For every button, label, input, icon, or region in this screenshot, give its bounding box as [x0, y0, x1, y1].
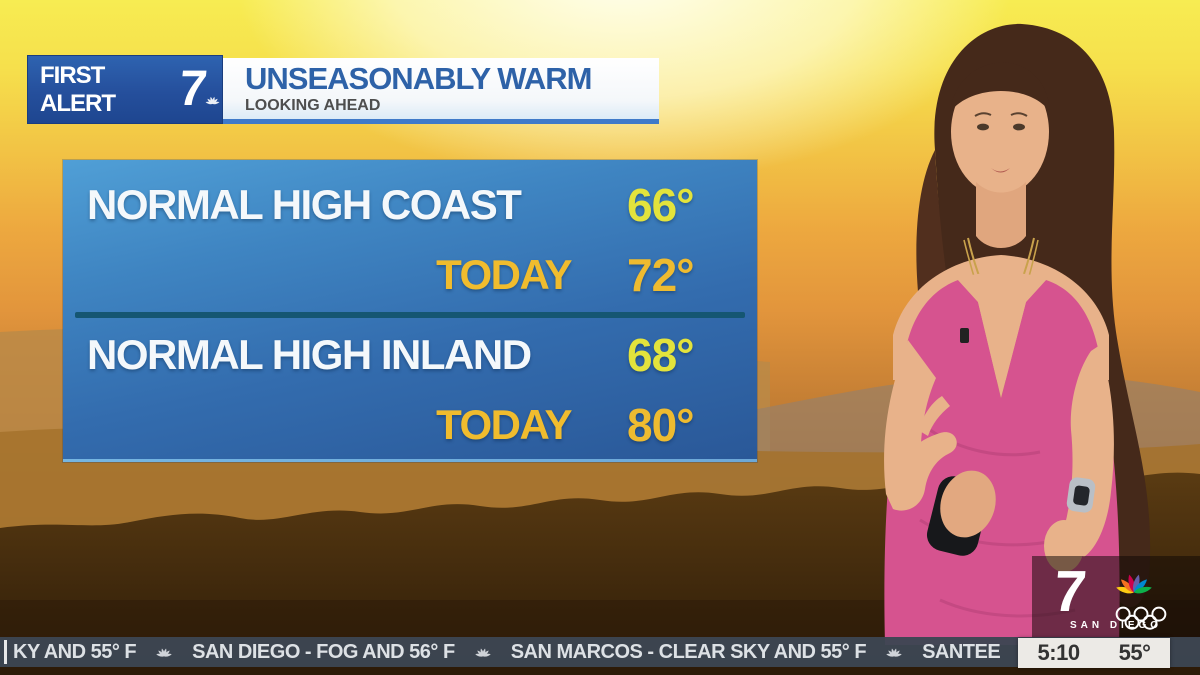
ticker-item: SANTEE	[922, 640, 1001, 663]
row-value: 80°	[627, 399, 695, 451]
row-label: NORMAL HIGH COAST	[87, 181, 522, 228]
olympic-rings-icon	[1115, 606, 1167, 630]
station-channel-number: 7	[1051, 559, 1090, 624]
station-city-label: SAN DIEGO	[1069, 620, 1163, 631]
first-alert-badge: FIRST ALERT 7	[27, 55, 223, 124]
ticker-cursor	[4, 640, 7, 664]
nbc-peacock-icon	[156, 648, 173, 658]
headline-title: UNSEASONABLY WARM	[245, 61, 592, 96]
headline-subtitle: LOOKING AHEAD	[245, 97, 381, 114]
temperature-panel: NORMAL HIGH COAST 66° TODAY 72° NORMAL H…	[63, 160, 757, 462]
row-label: NORMAL HIGH INLAND	[87, 331, 532, 378]
first-alert-label: FIRST ALERT	[40, 61, 116, 117]
nbc-peacock-icon	[474, 648, 491, 658]
ticker-item: SAN MARCOS - CLEAR SKY AND 55° F	[510, 640, 867, 663]
current-time: 5:10	[1037, 640, 1081, 665]
row-label: TODAY	[436, 251, 572, 298]
nbc-peacock-icon	[886, 648, 903, 658]
station-bug: 7 SAN DIEGO	[1032, 556, 1200, 638]
panel-row-today-inland: TODAY 80°	[63, 390, 757, 460]
first-alert-channel-number: 7	[176, 59, 210, 116]
current-temp: 55°	[1118, 640, 1151, 665]
row-value: 68°	[627, 329, 695, 381]
nbc-peacock-color-icon	[1116, 574, 1152, 594]
panel-row-normal-coast: NORMAL HIGH COAST 66°	[63, 170, 757, 240]
panel-divider	[75, 312, 745, 318]
row-value: 72°	[627, 249, 695, 301]
row-label: TODAY	[436, 401, 572, 448]
row-value: 66°	[627, 179, 695, 231]
headline-banner: UNSEASONABLY WARM LOOKING AHEAD	[223, 58, 659, 124]
time-temp-box: 5:10 55°	[1018, 638, 1170, 668]
panel-row-today-coast: TODAY 72°	[63, 240, 757, 310]
panel-row-normal-inland: NORMAL HIGH INLAND 68°	[63, 320, 757, 390]
ticker-item: KY AND 55° F	[13, 640, 137, 663]
weather-ticker: KY AND 55° F SAN DIEGO - FOG AND 56° F S…	[0, 637, 1200, 667]
ticker-item: SAN DIEGO - FOG AND 56° F	[192, 640, 455, 663]
